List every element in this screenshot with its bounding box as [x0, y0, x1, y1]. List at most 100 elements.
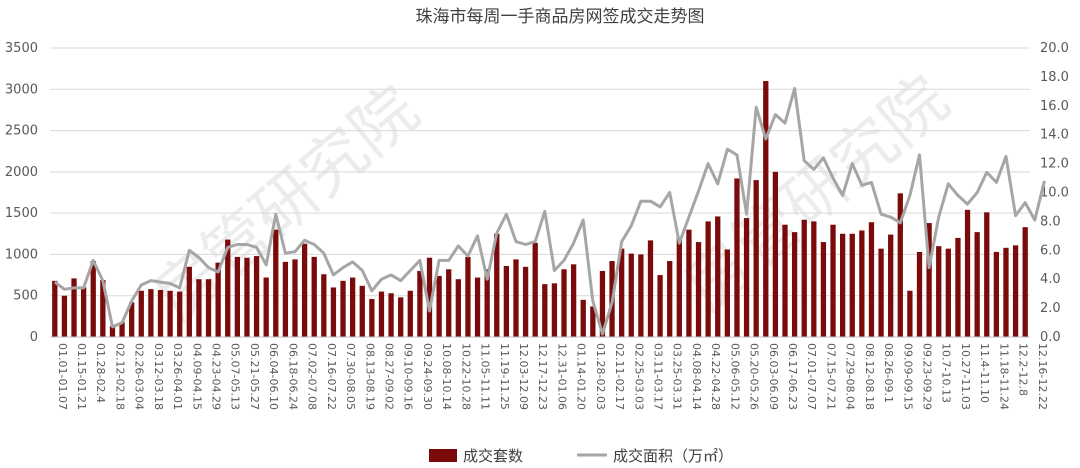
bar: [580, 299, 586, 337]
bar: [945, 248, 951, 337]
bar: [715, 216, 721, 337]
x-tick-label: 01.15-01.21: [75, 343, 88, 410]
bar: [763, 81, 769, 338]
x-tick-label: 01.28-02.03: [594, 343, 607, 410]
y-axis-right: 0.0 2.0 4.0 6.0 8.0 10.0 12.0 14.0 16.0 18.0 20.0: [1040, 41, 1069, 345]
x-tick-label: 07.29-08.04: [844, 343, 857, 410]
bar: [234, 256, 240, 337]
bar: [868, 222, 875, 337]
x-tick-label: 02.12-02.18: [113, 343, 126, 410]
legend-bar-label: 成交套数: [463, 447, 523, 465]
x-tick-label: 02.25-03.03: [632, 343, 645, 410]
x-tick-label: 01.28-02.4: [94, 343, 107, 403]
bar: [465, 256, 471, 337]
x-tick-label: 08.12-08.18: [863, 343, 876, 410]
legend-line-label: 成交面积（万㎡）: [613, 447, 733, 465]
x-tick-label: 06.18-06.24: [286, 343, 299, 410]
bar: [205, 279, 212, 337]
x-tick-label: 03.25-03.31: [671, 343, 684, 410]
bar: [638, 254, 644, 337]
x-tick-label: 07.02-07.08: [306, 343, 319, 410]
y-left-tick-label: 500: [13, 289, 38, 304]
bar: [811, 221, 817, 337]
bar: [878, 248, 884, 337]
bar: [993, 251, 1000, 337]
y-left-tick-label: 3500: [5, 41, 38, 56]
y-right-tick-label: 14.0: [1040, 128, 1069, 143]
bar: [820, 242, 827, 337]
y-left-tick-label: 1500: [5, 206, 38, 221]
x-tick-label: 09.24-09.30: [421, 343, 434, 410]
bar: [724, 249, 730, 337]
bar: [926, 223, 932, 337]
bar: [426, 257, 433, 337]
y-left-tick-label: 3000: [5, 82, 38, 97]
bar: [695, 242, 702, 337]
y-left-tick-label: 2000: [5, 165, 38, 180]
bar: [897, 193, 903, 337]
bar: [186, 266, 192, 337]
bar: [282, 261, 289, 337]
y-left-tick-label: 0: [30, 330, 38, 345]
x-tick-label: 10.7-10.13: [940, 343, 953, 403]
legend: 成交套数 成交面积（万㎡）: [429, 447, 733, 465]
x-tick-label: 12.16-12.22: [1036, 343, 1049, 410]
y-left-tick-label: 1000: [5, 247, 38, 262]
y-right-tick-label: 6.0: [1040, 243, 1061, 258]
bar: [772, 171, 779, 337]
bar: [667, 261, 673, 337]
bar: [1022, 227, 1028, 337]
x-tick-label: 11.4-11.10: [978, 343, 991, 403]
bar: [138, 290, 144, 337]
bar: [455, 279, 461, 337]
bar: [167, 290, 173, 337]
x-tick-label: 07.30-08.05: [344, 343, 357, 410]
x-tick-label: 03.12-03.18: [152, 343, 165, 410]
bar: [215, 262, 221, 337]
x-tick-label: 12.31-01.06: [555, 343, 568, 410]
bar: [484, 269, 490, 337]
bar: [830, 224, 836, 337]
bar: [628, 253, 634, 337]
bar: [782, 224, 788, 337]
bar: [532, 242, 538, 337]
bar: [177, 291, 183, 337]
x-tick-label: 11.19-11.25: [498, 343, 511, 410]
bar: [378, 291, 385, 337]
x-tick-label: 01.01-01.07: [56, 343, 69, 410]
bar: [417, 270, 423, 337]
bar: [936, 246, 942, 337]
bar: [359, 285, 365, 337]
bar: [407, 290, 413, 337]
x-tick-label: 02.11-02.17: [613, 343, 626, 410]
bar: [109, 326, 116, 337]
x-tick-label: 07.15-07.21: [824, 343, 837, 410]
x-tick-label: 09.10-09.16: [402, 343, 415, 410]
bar: [340, 280, 346, 337]
x-tick-label: 03.11-03.17: [651, 343, 664, 410]
bar: [916, 251, 923, 337]
x-tick-label: 05.20-05.26: [748, 343, 761, 410]
x-tick-label: 06.17-06.23: [786, 343, 799, 410]
bar: [599, 270, 606, 337]
bar: [244, 257, 250, 337]
bar: [1012, 245, 1019, 337]
bar: [513, 259, 519, 337]
bar: [398, 297, 404, 337]
bar: [676, 237, 682, 337]
bar: [657, 275, 663, 337]
y-right-tick-label: 16.0: [1040, 99, 1069, 114]
bar: [753, 180, 759, 337]
bar: [196, 279, 202, 337]
x-tick-label: 05.06-05.12: [728, 343, 741, 410]
x-tick-label: 12.17-12.23: [536, 343, 549, 410]
bar: [446, 269, 452, 337]
bar: [849, 233, 855, 337]
bar: [494, 233, 500, 337]
bar: [80, 287, 87, 337]
x-tick-label: 06.03-06.09: [767, 343, 780, 410]
x-tick-label: 01.14-01.20: [575, 343, 588, 410]
bar: [90, 261, 96, 337]
y-right-tick-label: 20.0: [1040, 41, 1069, 56]
